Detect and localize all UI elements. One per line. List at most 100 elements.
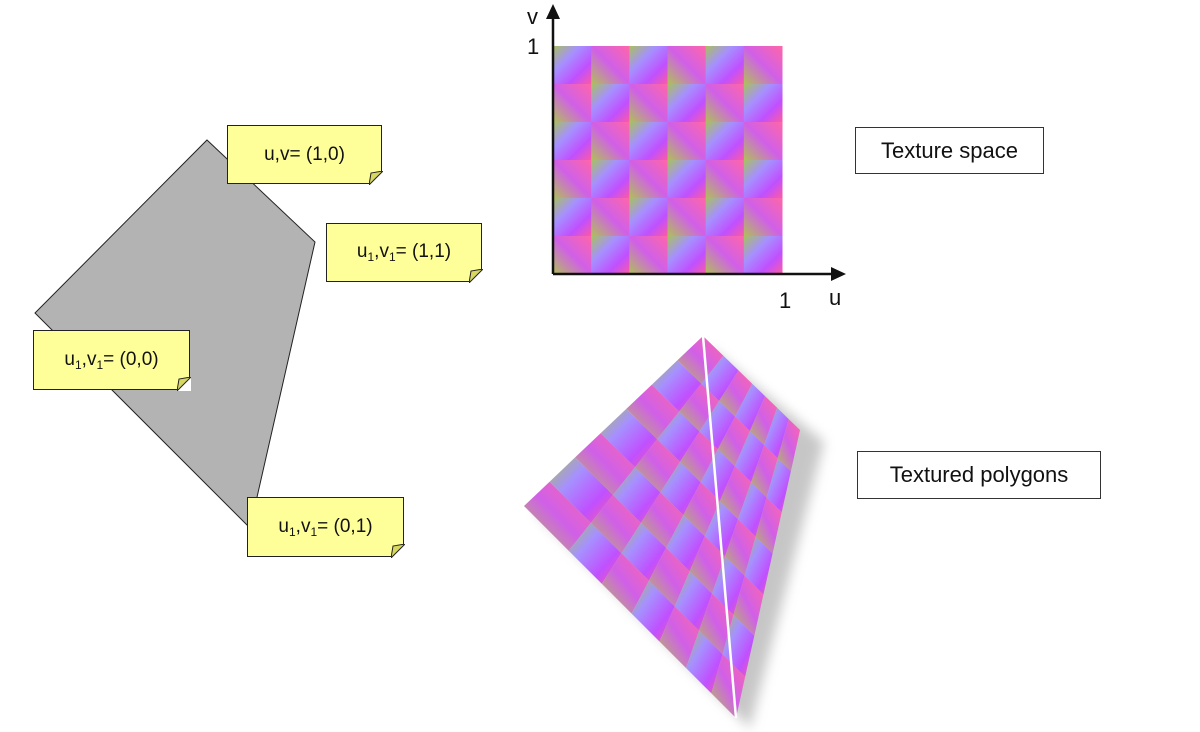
texture-cell: [629, 160, 668, 199]
u-axis-arrow-icon: [831, 267, 846, 281]
textured-cell: [590, 495, 641, 554]
texture-cell: [591, 198, 630, 237]
textured-cell: [777, 419, 800, 472]
texture-cell: [705, 84, 745, 123]
textured-cell: [648, 547, 690, 607]
texture-cell: [553, 236, 592, 275]
texture-grid: [553, 46, 783, 275]
textured-cell: [659, 606, 699, 668]
texture-cell: [591, 46, 630, 85]
note-uv-1-0: u,v= (1,0): [227, 125, 383, 185]
texture-cell: [743, 198, 783, 237]
folded-corner-icon: [177, 377, 191, 391]
folded-corner-icon: [391, 544, 405, 558]
texture-cell: [629, 198, 668, 237]
texture-cell: [591, 84, 630, 123]
textured-cell: [635, 439, 680, 493]
texture-cell: [743, 236, 783, 275]
textured-cell: [711, 654, 746, 718]
texture-cell: [553, 122, 592, 161]
axis-u-tick: 1: [779, 288, 792, 313]
note-uv-0-0: u1,v1= (0,0): [33, 330, 191, 391]
note-uv-1-1: u1,v1= (1,1): [326, 223, 483, 283]
textured-cell: [700, 449, 735, 502]
texture-cell: [705, 160, 745, 199]
textured-cell: [683, 482, 720, 537]
texture-cell: [629, 122, 668, 161]
texture-cell: [553, 46, 592, 85]
texture-cell: [743, 46, 783, 85]
textured-cell: [524, 481, 591, 551]
textured-cell: [719, 370, 753, 417]
textured-cell: [601, 553, 649, 614]
textured-cell: [755, 497, 782, 554]
textured-cell: [621, 522, 667, 581]
textured-cell: [699, 401, 735, 450]
texture-cell: [553, 84, 592, 123]
textured-cell: [744, 536, 773, 595]
note-text: u,v= (1,0): [264, 143, 345, 165]
textured-cell: [631, 580, 675, 642]
note-uv-0-1: u1,v1= (0,1): [247, 497, 405, 558]
textured-cell: [660, 461, 701, 516]
texture-cell: [667, 160, 707, 199]
axis-v-label: v: [527, 4, 538, 29]
textured-cell: [738, 482, 767, 537]
textured-cell: [719, 466, 752, 520]
texture-cell: [667, 46, 707, 85]
textured-cell: [600, 408, 658, 468]
texture-cell: [629, 46, 668, 85]
note-text: u1,v1= (0,0): [64, 348, 159, 372]
textured-cell: [680, 431, 718, 483]
texture-cell: [743, 160, 783, 199]
axis-u-label: u: [829, 285, 842, 310]
textured-cell: [549, 457, 613, 523]
note-text: u1,v1= (1,1): [356, 241, 452, 264]
texture-cell: [591, 236, 630, 275]
textured-polygons-label: Textured polygons: [857, 451, 1101, 499]
texture-cell: [553, 198, 592, 237]
texture-cell: [667, 236, 707, 275]
texture-cell: [705, 122, 745, 161]
textured-cell: [749, 396, 778, 445]
texture-cell: [667, 198, 707, 237]
textured-cell: [704, 501, 738, 557]
textured-cell: [751, 445, 778, 498]
diagonal-edge: [701, 335, 738, 719]
textured-cell: [626, 384, 680, 440]
texture-cell: [591, 122, 630, 161]
textured-cell: [657, 411, 700, 462]
textured-cell: [733, 575, 764, 636]
textured-cell: [699, 593, 734, 655]
textured-cell: [686, 630, 723, 694]
textured-cell: [735, 383, 765, 432]
textured-cell: [674, 571, 712, 631]
textured-cell: [734, 431, 765, 483]
texture-cell: [705, 236, 745, 275]
texture-cell: [743, 84, 783, 123]
note-text: u1,v1= (0,1): [278, 515, 373, 539]
texture-space-label: Texture space: [855, 127, 1044, 174]
textured-cell: [612, 467, 661, 523]
axis-v-tick: 1: [527, 34, 540, 59]
textured-cell: [712, 556, 745, 615]
textured-cell: [717, 416, 750, 467]
folded-corner-icon: [369, 171, 383, 185]
texture-cell: [705, 198, 745, 237]
v-axis-arrow-icon: [546, 4, 560, 19]
textured-quad: [524, 335, 824, 728]
texture-cell: [667, 122, 707, 161]
texture-cell: [629, 84, 668, 123]
texture-cell: [743, 122, 783, 161]
textured-cell: [651, 360, 702, 412]
textured-cell: [766, 458, 791, 513]
texture-cell: [667, 84, 707, 123]
textured-cell: [666, 515, 705, 572]
textured-cell: [568, 522, 622, 584]
textured-cell: [677, 336, 724, 384]
texture-cell: [705, 46, 745, 85]
textured-cell: [689, 536, 725, 594]
texture-cell: [591, 160, 630, 199]
textured-cell: [575, 433, 635, 495]
